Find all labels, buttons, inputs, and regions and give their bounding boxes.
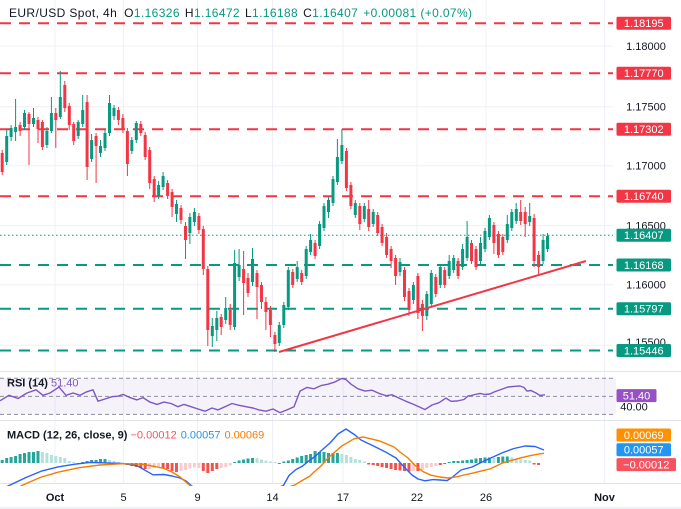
svg-text:1.18195: 1.18195	[624, 18, 664, 30]
svg-text:9: 9	[194, 492, 200, 504]
svg-text:Nov: Nov	[594, 492, 616, 504]
svg-text:0.00057: 0.00057	[624, 445, 664, 457]
svg-text:1.15797: 1.15797	[624, 304, 664, 316]
svg-text:1.17500: 1.17500	[626, 102, 666, 114]
svg-text:5: 5	[120, 492, 126, 504]
svg-text:1.16407: 1.16407	[624, 230, 664, 242]
svg-text:0.00069: 0.00069	[624, 430, 664, 442]
svg-text:MACD (12, 26, close, 9) −0.000: MACD (12, 26, close, 9) −0.00012 0.00057 0…	[7, 430, 264, 442]
svg-text:RSI (14) 51.40: RSI (14) 51.40	[7, 378, 79, 390]
svg-text:1.17302: 1.17302	[624, 124, 664, 136]
svg-text:1.17770: 1.17770	[624, 68, 664, 80]
svg-text:14: 14	[266, 492, 278, 504]
svg-text:−0.00012: −0.00012	[623, 459, 669, 471]
svg-text:17: 17	[337, 492, 349, 504]
svg-text:1.18000: 1.18000	[626, 41, 666, 53]
svg-text:26: 26	[480, 492, 492, 504]
svg-text:1.17000: 1.17000	[626, 161, 666, 173]
svg-text:1.15446: 1.15446	[624, 345, 664, 357]
svg-text:1.16168: 1.16168	[624, 260, 664, 272]
svg-text:1.16000: 1.16000	[626, 280, 666, 292]
svg-text:1.16740: 1.16740	[624, 191, 664, 203]
svg-text:40.00: 40.00	[620, 401, 648, 413]
svg-text:22: 22	[411, 492, 423, 504]
svg-text:51.40: 51.40	[623, 390, 651, 402]
svg-text:Oct: Oct	[46, 492, 65, 504]
